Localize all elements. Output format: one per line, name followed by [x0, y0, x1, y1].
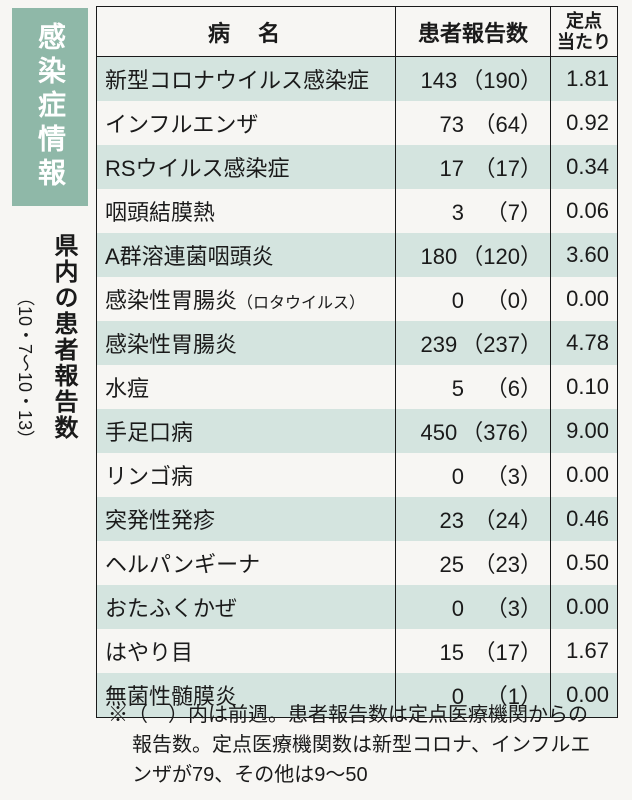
cell-perpoint: 0.50	[550, 541, 617, 585]
cell-disease-name: 突発性発疹	[97, 497, 396, 541]
count-prev: （376）	[461, 415, 542, 447]
cell-perpoint: 0.00	[550, 453, 617, 497]
col-header-count: 患者報告数	[395, 7, 550, 57]
col-header-perpoint: 定点当たり	[550, 7, 617, 57]
table-row: ヘルパンギーナ25（23）0.50	[97, 541, 618, 585]
cell-count: 0（0）	[395, 277, 550, 321]
col-header-name: 病名	[97, 7, 396, 57]
cell-perpoint: 1.67	[550, 629, 617, 673]
cell-disease-name: A群溶連菌咽頭炎	[97, 233, 396, 277]
table-row: 水痘5（6）0.10	[97, 365, 618, 409]
table-row: はやり目15（17）1.67	[97, 629, 618, 673]
cell-perpoint: 0.00	[550, 277, 617, 321]
cell-disease-name: 感染性胃腸炎（ロタウイルス）	[97, 277, 396, 321]
info-badge: 感染症情報	[12, 8, 88, 206]
table-row: 咽頭結膜熱3（7）0.06	[97, 189, 618, 233]
date-range: （10・7〜10・13）	[16, 288, 34, 441]
table-row: 突発性発疹23（24）0.46	[97, 497, 618, 541]
table-row: 感染性胃腸炎（ロタウイルス）0（0）0.00	[97, 277, 618, 321]
count-current: 15	[420, 640, 464, 666]
cell-perpoint: 0.10	[550, 365, 617, 409]
cell-count: 180（120）	[395, 233, 550, 277]
cell-perpoint: 0.46	[550, 497, 617, 541]
count-prev: （3）	[468, 591, 542, 623]
cell-disease-name: 手足口病	[97, 409, 396, 453]
cell-count: 3（7）	[395, 189, 550, 233]
cell-disease-name: 水痘	[97, 365, 396, 409]
table-body: 新型コロナウイルス感染症143（190）1.81インフルエンザ73（64）0.9…	[97, 57, 618, 718]
cell-perpoint: 1.81	[550, 57, 617, 102]
cell-disease-name: はやり目	[97, 629, 396, 673]
count-current: 25	[420, 552, 464, 578]
count-prev: （17）	[468, 635, 542, 667]
subtitle-wrap: （10・7〜10・13） 県内の患者報告数	[12, 221, 87, 441]
cell-disease-name: 咽頭結膜熱	[97, 189, 396, 233]
cell-count: 17（17）	[395, 145, 550, 189]
cell-perpoint: 9.00	[550, 409, 617, 453]
cell-disease-name: ヘルパンギーナ	[97, 541, 396, 585]
count-current: 0	[420, 288, 464, 314]
count-prev: （237）	[461, 327, 542, 359]
cell-count: 239（237）	[395, 321, 550, 365]
disease-table: 病名 患者報告数 定点当たり 新型コロナウイルス感染症143（190）1.81イ…	[96, 6, 618, 718]
cell-disease-name: おたふくかぜ	[97, 585, 396, 629]
disease-table-wrap: 病名 患者報告数 定点当たり 新型コロナウイルス感染症143（190）1.81イ…	[96, 6, 618, 718]
count-current: 0	[420, 464, 464, 490]
count-current: 180	[413, 244, 457, 270]
table-row: 手足口病450（376）9.00	[97, 409, 618, 453]
table-row: 感染性胃腸炎239（237）4.78	[97, 321, 618, 365]
count-prev: （23）	[468, 547, 542, 579]
count-prev: （120）	[461, 239, 542, 271]
cell-count: 73（64）	[395, 101, 550, 145]
count-prev: （17）	[468, 151, 542, 183]
count-current: 450	[413, 420, 457, 446]
table-row: インフルエンザ73（64）0.92	[97, 101, 618, 145]
table-row: RSウイルス感染症17（17）0.34	[97, 145, 618, 189]
count-current: 23	[420, 508, 464, 534]
count-current: 239	[413, 332, 457, 358]
cell-disease-name: リンゴ病	[97, 453, 396, 497]
count-prev: （3）	[468, 459, 542, 491]
sidebar: 感染症情報 （10・7〜10・13） 県内の患者報告数	[12, 8, 87, 441]
cell-perpoint: 4.78	[550, 321, 617, 365]
cell-disease-name: 新型コロナウイルス感染症	[97, 57, 396, 102]
count-current: 0	[420, 596, 464, 622]
cell-disease-name: インフルエンザ	[97, 101, 396, 145]
cell-count: 0（3）	[395, 585, 550, 629]
cell-perpoint: 3.60	[550, 233, 617, 277]
cell-count: 5（6）	[395, 365, 550, 409]
cell-perpoint: 0.00	[550, 585, 617, 629]
cell-count: 23（24）	[395, 497, 550, 541]
cell-count: 25（23）	[395, 541, 550, 585]
footnote: ※（ ）内は前週。患者報告数は定点医療機関からの報告数。定点医療機関数は新型コロ…	[96, 700, 606, 790]
cell-disease-name: 感染性胃腸炎	[97, 321, 396, 365]
count-prev: （7）	[468, 195, 542, 227]
cell-perpoint: 0.92	[550, 101, 617, 145]
table-row: 新型コロナウイルス感染症143（190）1.81	[97, 57, 618, 102]
count-prev: （6）	[468, 371, 542, 403]
cell-count: 0（3）	[395, 453, 550, 497]
cell-perpoint: 0.34	[550, 145, 617, 189]
count-prev: （0）	[468, 283, 542, 315]
subtitle: 県内の患者報告数	[46, 233, 81, 441]
count-current: 5	[420, 376, 464, 402]
cell-count: 450（376）	[395, 409, 550, 453]
cell-disease-name: RSウイルス感染症	[97, 145, 396, 189]
table-row: おたふくかぜ0（3）0.00	[97, 585, 618, 629]
cell-count: 15（17）	[395, 629, 550, 673]
cell-disease-name-suffix: （ロタウイルス）	[237, 295, 365, 312]
cell-count: 143（190）	[395, 57, 550, 102]
table-row: リンゴ病0（3）0.00	[97, 453, 618, 497]
count-current: 73	[420, 112, 464, 138]
count-prev: （24）	[468, 503, 542, 535]
table-row: A群溶連菌咽頭炎180（120）3.60	[97, 233, 618, 277]
cell-perpoint: 0.06	[550, 189, 617, 233]
count-current: 143	[413, 68, 457, 94]
count-prev: （190）	[461, 63, 542, 95]
count-current: 3	[420, 200, 464, 226]
count-current: 17	[420, 156, 464, 182]
count-prev: （64）	[468, 107, 542, 139]
table-header-row: 病名 患者報告数 定点当たり	[97, 7, 618, 57]
